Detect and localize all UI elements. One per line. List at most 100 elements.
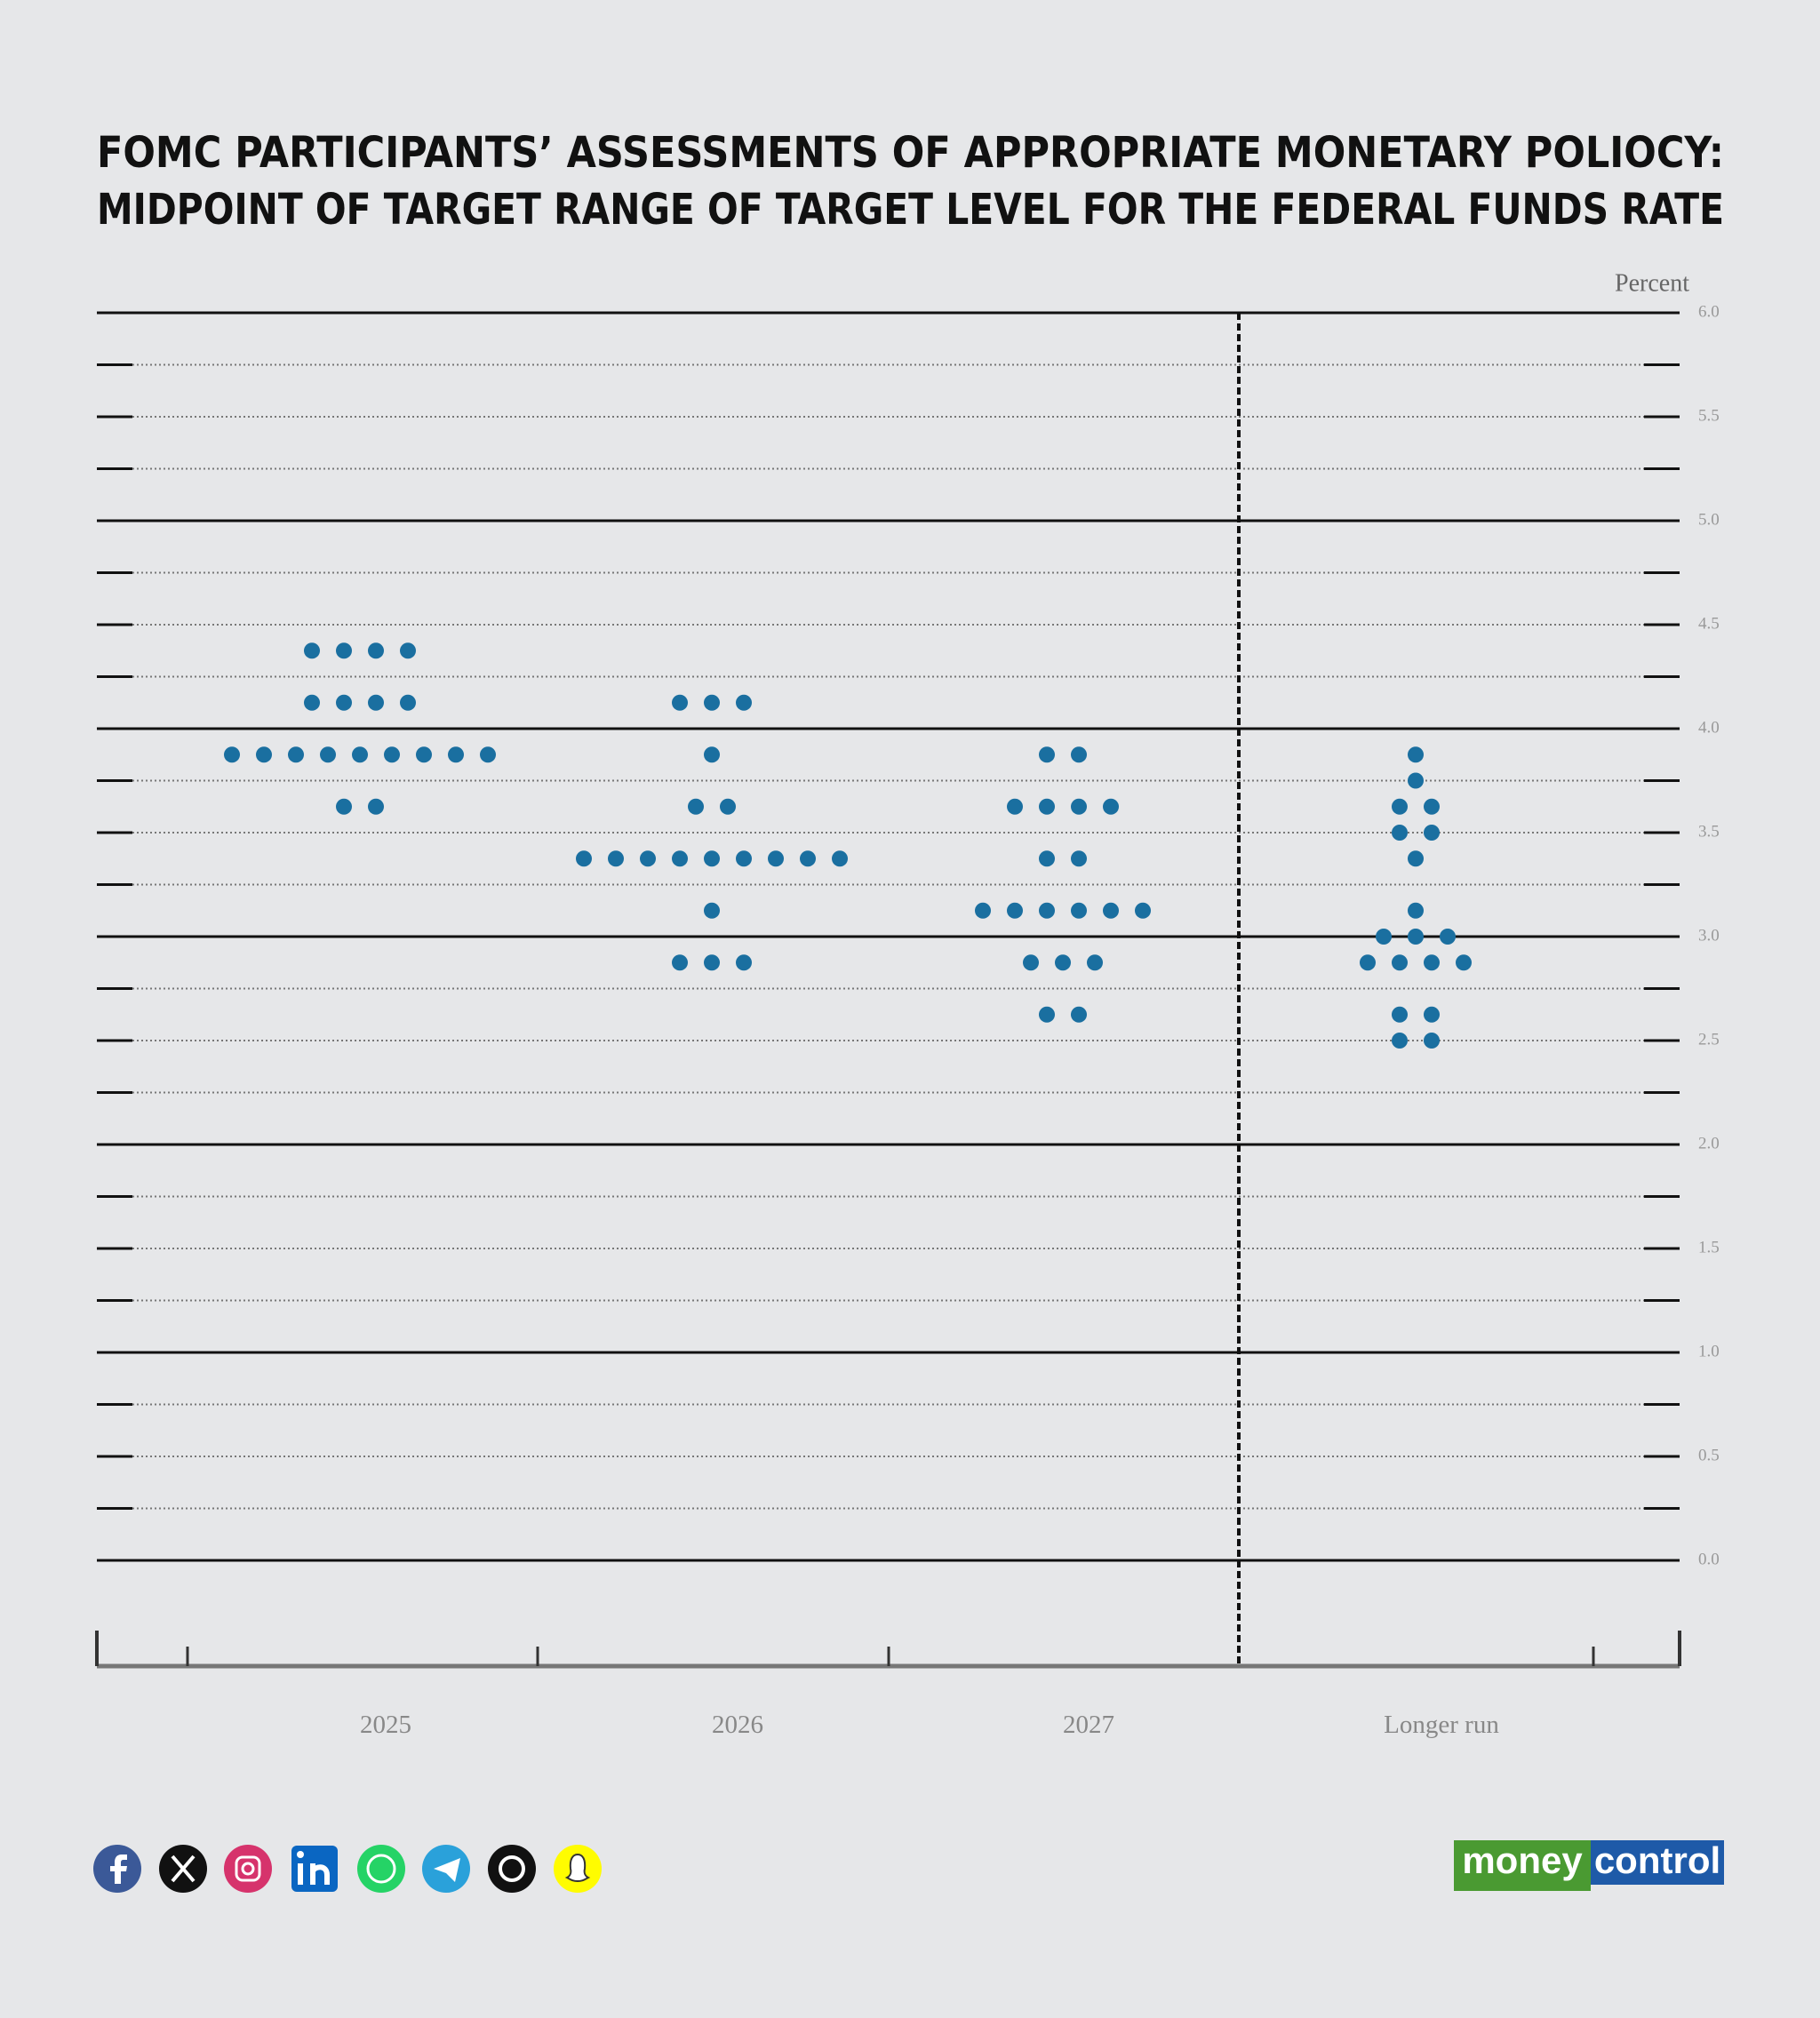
dot — [736, 694, 752, 711]
dot — [800, 850, 816, 867]
y-tick-label: 2.0 — [1698, 1134, 1720, 1153]
dot — [1007, 798, 1023, 815]
dot — [1424, 1006, 1440, 1023]
y-axis-label: Percent — [1615, 269, 1689, 297]
dot — [832, 850, 848, 867]
y-tick-label: 1.0 — [1698, 1342, 1720, 1360]
dot — [720, 798, 736, 815]
dot — [1424, 954, 1440, 971]
dot — [1376, 929, 1392, 945]
dot — [704, 746, 720, 763]
instagram-icon[interactable] — [224, 1845, 272, 1893]
logo-right — [1591, 1840, 1724, 1885]
dot — [1456, 954, 1472, 971]
x-tick-label: 2025 — [360, 1711, 411, 1739]
whatsapp-glyph — [366, 1854, 396, 1884]
dot — [1392, 825, 1408, 841]
dot — [448, 746, 464, 763]
dot — [672, 850, 688, 867]
y-tick-label: 4.0 — [1698, 718, 1720, 737]
dot — [704, 954, 720, 971]
dot — [1103, 902, 1119, 919]
dot — [736, 954, 752, 971]
y-tick-label: 5.5 — [1698, 406, 1720, 425]
dot — [1039, 746, 1055, 763]
dot — [1408, 772, 1424, 789]
dot — [1392, 798, 1408, 815]
dot — [1071, 902, 1087, 919]
facebook-glyph — [110, 1854, 127, 1884]
dot — [224, 746, 240, 763]
dot — [576, 850, 592, 867]
dot — [400, 694, 416, 711]
y-tick-label: 1.5 — [1698, 1238, 1720, 1256]
dot — [1424, 825, 1440, 841]
dot — [1360, 954, 1376, 971]
telegram-glyph — [434, 1858, 460, 1882]
social-icons — [93, 1845, 602, 1893]
y-tick-label: 0.0 — [1698, 1550, 1720, 1568]
dot — [256, 746, 272, 763]
dot — [608, 850, 624, 867]
dot — [1408, 902, 1424, 919]
linkedin-glyph — [297, 1851, 304, 1858]
y-tick-label: 3.0 — [1698, 926, 1720, 945]
dot — [704, 850, 720, 867]
dot — [1440, 929, 1456, 945]
title-line: MIDPOINT OF TARGET RANGE OF TARGET LEVEL… — [97, 185, 1724, 235]
dot — [1408, 746, 1424, 763]
dot — [1039, 902, 1055, 919]
dot — [1103, 798, 1119, 815]
linkedin-glyph — [298, 1863, 330, 1885]
dot — [1055, 954, 1071, 971]
threads-icon[interactable] — [488, 1845, 536, 1893]
dot — [368, 694, 384, 711]
dot — [1071, 850, 1087, 867]
y-tick-label: 0.5 — [1698, 1446, 1720, 1464]
x-glyph — [171, 1854, 196, 1883]
dot — [336, 798, 352, 815]
title-line: FOMC PARTICIPANTS’ ASSESSMENTS OF APPROP… — [97, 128, 1724, 178]
dot — [384, 746, 400, 763]
dot — [768, 850, 784, 867]
dot — [672, 694, 688, 711]
y-tick-label: 5.0 — [1698, 510, 1720, 529]
dot — [704, 902, 720, 919]
dot — [336, 642, 352, 659]
dot — [1087, 954, 1103, 971]
dot — [975, 902, 991, 919]
dot — [672, 954, 688, 971]
dot — [1408, 929, 1424, 945]
y-tick-label: 4.5 — [1698, 614, 1720, 633]
whatsapp-icon[interactable] — [357, 1845, 405, 1893]
instagram-glyph — [241, 1862, 255, 1876]
y-tick-label: 2.5 — [1698, 1030, 1720, 1049]
dot — [480, 746, 496, 763]
y-tick-label: 6.0 — [1698, 302, 1720, 321]
y-tick-label: 3.5 — [1698, 822, 1720, 841]
dot — [1071, 798, 1087, 815]
dot — [1071, 746, 1087, 763]
dot — [1392, 954, 1408, 971]
dot — [1039, 798, 1055, 815]
dot — [736, 850, 752, 867]
dot — [1408, 850, 1424, 867]
dot — [1039, 850, 1055, 867]
logo-text: control — [1594, 1839, 1720, 1881]
dot — [320, 746, 336, 763]
dot — [304, 642, 320, 659]
dot — [1071, 1006, 1087, 1023]
x-tick-label: 2026 — [712, 1711, 763, 1739]
dot — [304, 694, 320, 711]
x-tick-label: Longer run — [1384, 1711, 1499, 1739]
x-tick-label: 2027 — [1063, 1711, 1114, 1739]
instagram-glyph — [235, 1855, 261, 1882]
dot — [288, 746, 304, 763]
dot — [336, 694, 352, 711]
dot — [1424, 798, 1440, 815]
logo-left — [1454, 1840, 1591, 1891]
dot — [704, 694, 720, 711]
dot — [1135, 902, 1151, 919]
